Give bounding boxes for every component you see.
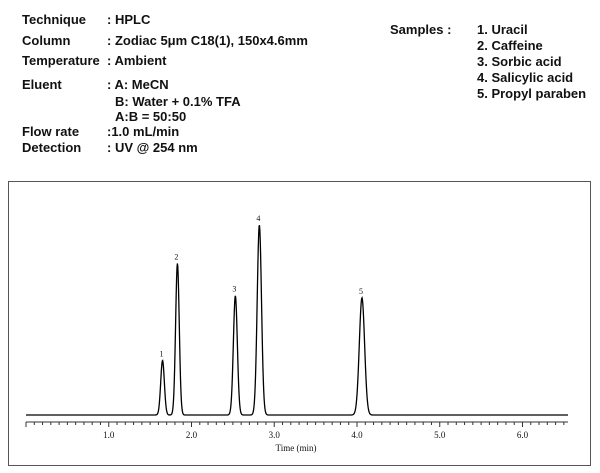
column-label: Column [22, 33, 71, 48]
x-tick-label: 6.0 [517, 430, 529, 440]
detection-value: : UV @ 254 nm [107, 140, 198, 155]
samples-list: 1. Uracil 2. Caffeine 3. Sorbic acid 4. Sal… [477, 22, 586, 102]
sample-item: 4. Salicylic acid [477, 70, 574, 85]
x-tick-label: 5.0 [434, 430, 446, 440]
technique-value: : HPLC [107, 12, 151, 27]
sample-item: 3. Sorbic acid [477, 54, 562, 69]
column-value: : Zodiac 5μm C18(1), 150x4.6mm [107, 33, 308, 48]
eluent-line-3: A:B = 50:50 [115, 109, 187, 124]
chromatogram-trace [26, 225, 568, 416]
eluent-line-1: : A: MeCN [107, 77, 169, 92]
peak-label: 4 [256, 214, 260, 223]
sample-item: 2. Caffeine [477, 38, 543, 53]
x-tick-label: 3.0 [269, 430, 281, 440]
temperature-value: : Ambient [107, 53, 167, 68]
flow-rate-label: Flow rate [22, 124, 80, 139]
peak-label: 1 [160, 349, 164, 358]
x-axis-title: Time (min) [276, 443, 317, 453]
x-tick-label: 2.0 [186, 430, 198, 440]
x-tick-label: 4.0 [351, 430, 363, 440]
peak-label: 3 [232, 285, 236, 294]
chromatogram-frame [8, 181, 591, 466]
temperature-label: Temperature [22, 53, 100, 68]
eluent-label: Eluent [22, 77, 62, 92]
peak-label: 2 [174, 252, 178, 261]
samples-title: Samples : [390, 22, 452, 37]
sample-item: 5. Propyl paraben [477, 86, 587, 101]
flow-rate-value: :1.0 mL/min [107, 124, 180, 139]
eluent-line-2: B: Water + 0.1% TFA [115, 94, 241, 109]
sample-item: 1. Uracil [477, 22, 528, 37]
peak-label: 5 [359, 287, 363, 296]
technique-label: Technique [22, 12, 87, 27]
x-tick-label: 1.0 [103, 430, 115, 440]
detection-label: Detection [22, 140, 82, 155]
